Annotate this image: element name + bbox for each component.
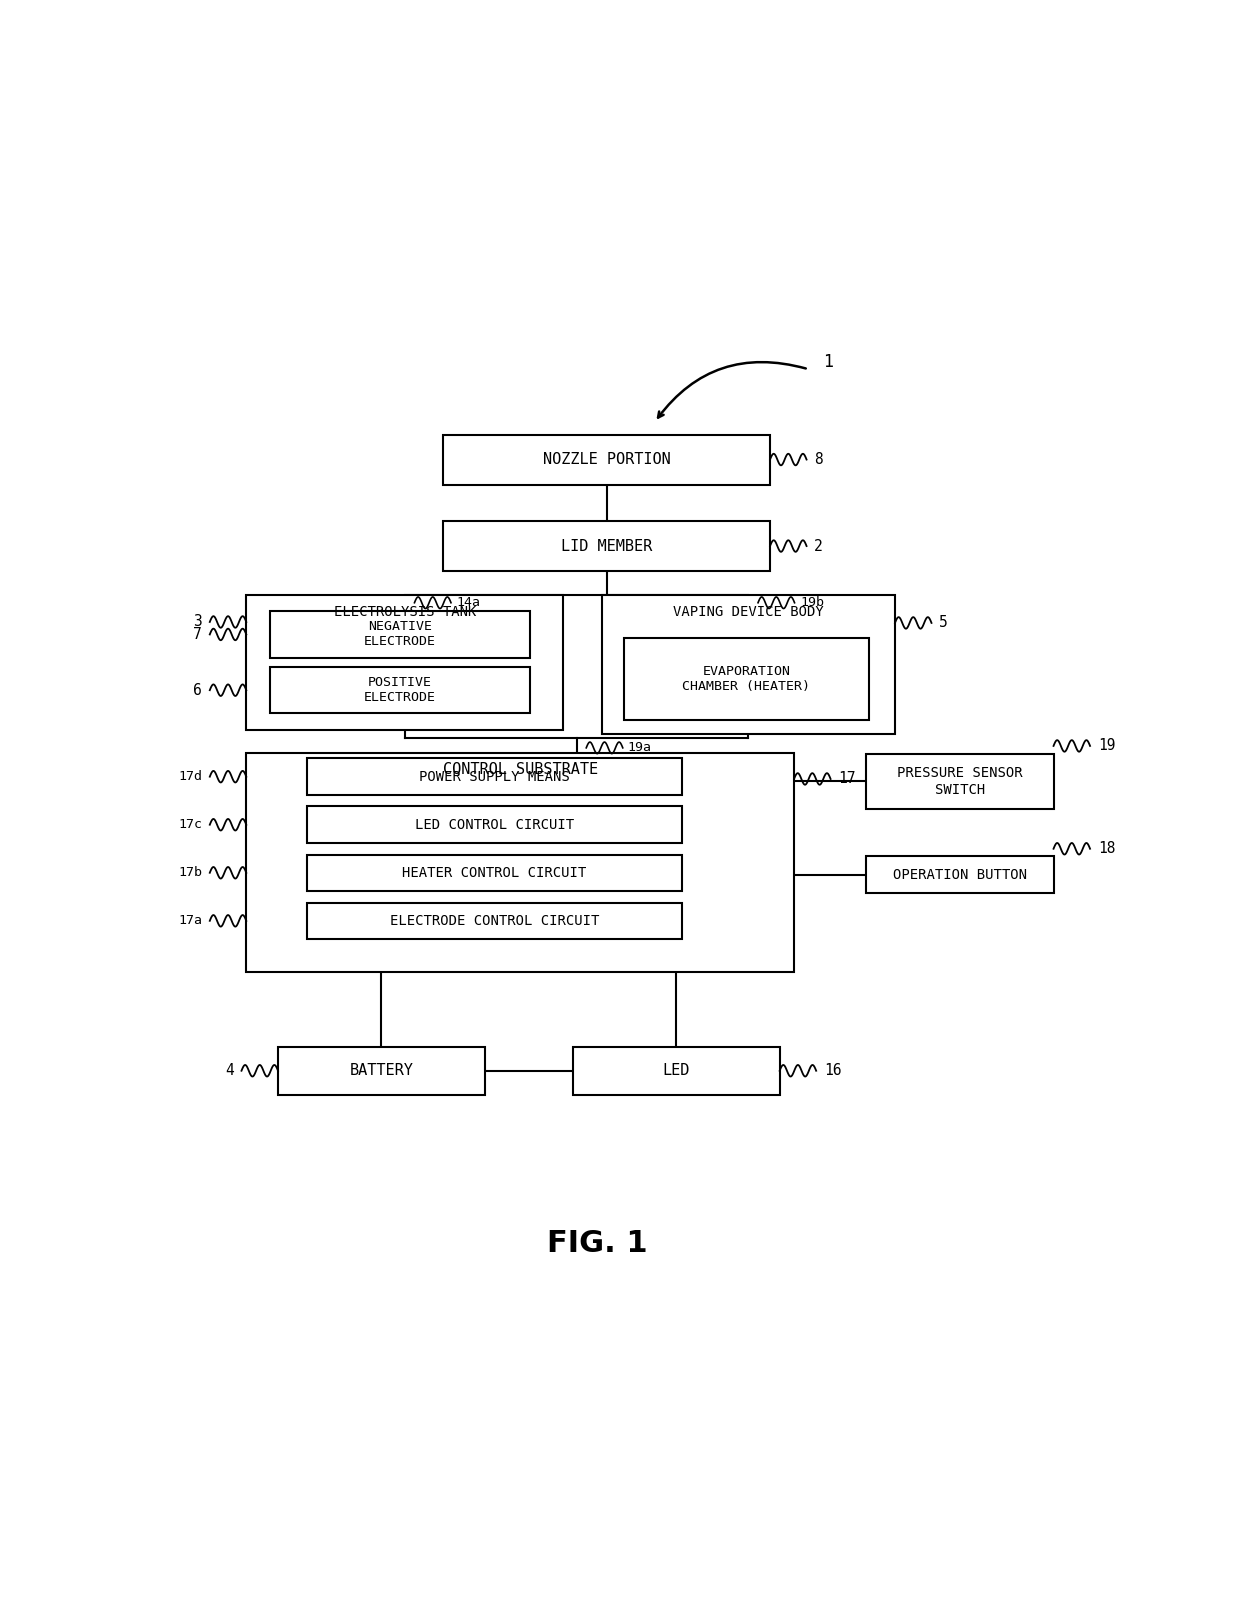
Text: LED: LED xyxy=(662,1063,689,1078)
Text: FIG. 1: FIG. 1 xyxy=(547,1230,647,1259)
FancyBboxPatch shape xyxy=(270,611,529,658)
Text: ELECTRODE CONTROL CIRCUIT: ELECTRODE CONTROL CIRCUIT xyxy=(389,913,599,928)
FancyBboxPatch shape xyxy=(573,1047,780,1094)
Text: POSITIVE
ELECTRODE: POSITIVE ELECTRODE xyxy=(365,675,436,705)
Text: LID MEMBER: LID MEMBER xyxy=(560,538,652,554)
FancyBboxPatch shape xyxy=(306,758,682,795)
FancyBboxPatch shape xyxy=(270,667,529,713)
FancyBboxPatch shape xyxy=(247,753,794,971)
Text: 19a: 19a xyxy=(627,742,651,755)
Text: NOZZLE PORTION: NOZZLE PORTION xyxy=(543,452,671,467)
Text: 4: 4 xyxy=(224,1063,234,1078)
Text: 19: 19 xyxy=(1097,739,1115,753)
Text: PRESSURE SENSOR
SWITCH: PRESSURE SENSOR SWITCH xyxy=(897,766,1023,797)
Text: EVAPORATION
CHAMBER (HEATER): EVAPORATION CHAMBER (HEATER) xyxy=(682,666,811,693)
FancyBboxPatch shape xyxy=(278,1047,485,1094)
FancyBboxPatch shape xyxy=(866,856,1054,894)
Text: BATTERY: BATTERY xyxy=(350,1063,413,1078)
Text: 18: 18 xyxy=(1097,842,1115,856)
Text: 19b: 19b xyxy=(800,596,825,609)
Text: 7: 7 xyxy=(193,627,202,642)
Text: 5: 5 xyxy=(939,616,947,630)
Text: ELECTROLYSIS TANK: ELECTROLYSIS TANK xyxy=(334,606,476,619)
Text: 6: 6 xyxy=(193,682,202,698)
Text: 2: 2 xyxy=(815,538,823,554)
Text: 14a: 14a xyxy=(456,596,481,609)
FancyBboxPatch shape xyxy=(624,638,869,721)
FancyBboxPatch shape xyxy=(444,435,770,485)
Text: CONTROL SUBSTRATE: CONTROL SUBSTRATE xyxy=(443,763,598,777)
Text: 17c: 17c xyxy=(179,818,202,831)
FancyBboxPatch shape xyxy=(306,903,682,939)
Text: 8: 8 xyxy=(815,452,823,467)
FancyBboxPatch shape xyxy=(444,520,770,570)
Text: 17d: 17d xyxy=(179,771,202,784)
Text: POWER SUPPLY MEANS: POWER SUPPLY MEANS xyxy=(419,769,569,784)
Text: HEATER CONTROL CIRCUIT: HEATER CONTROL CIRCUIT xyxy=(402,866,587,879)
FancyBboxPatch shape xyxy=(601,595,895,734)
Text: VAPING DEVICE BODY: VAPING DEVICE BODY xyxy=(673,606,823,619)
Text: 17b: 17b xyxy=(179,866,202,879)
FancyBboxPatch shape xyxy=(247,595,563,729)
Text: 17a: 17a xyxy=(179,915,202,928)
Text: 3: 3 xyxy=(193,614,202,630)
Text: LED CONTROL CIRCUIT: LED CONTROL CIRCUIT xyxy=(414,818,574,832)
Text: NEGATIVE
ELECTRODE: NEGATIVE ELECTRODE xyxy=(365,621,436,648)
Text: 17: 17 xyxy=(838,771,856,787)
FancyBboxPatch shape xyxy=(306,806,682,844)
Text: 1: 1 xyxy=(823,354,833,372)
FancyBboxPatch shape xyxy=(866,753,1054,810)
FancyBboxPatch shape xyxy=(306,855,682,890)
Text: 16: 16 xyxy=(823,1063,842,1078)
Text: OPERATION BUTTON: OPERATION BUTTON xyxy=(893,868,1027,882)
